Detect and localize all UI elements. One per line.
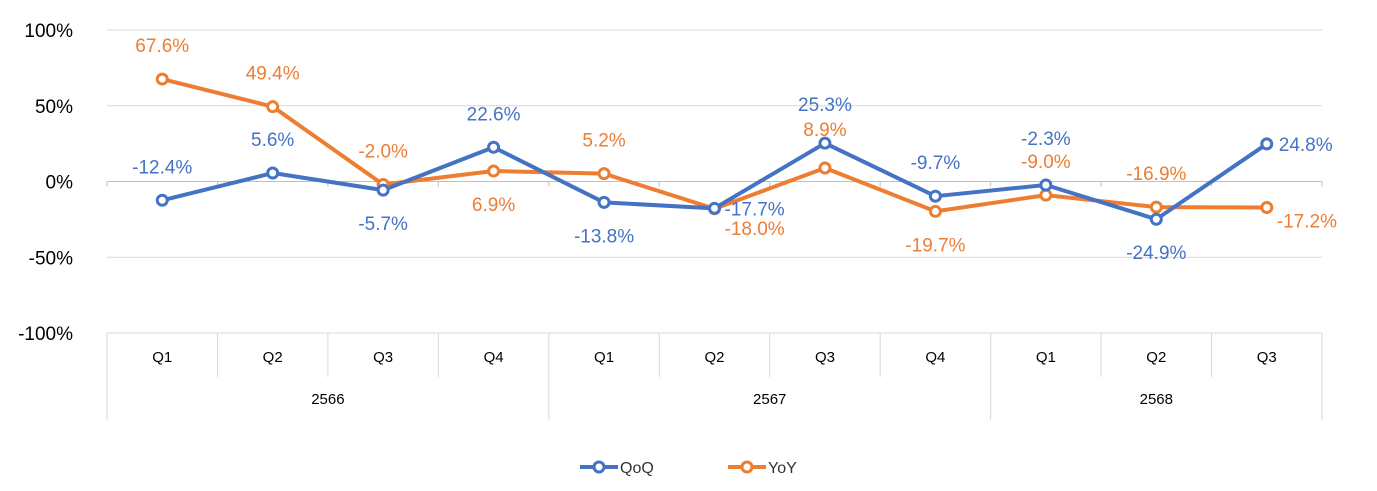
data-label-yoy: -19.7% <box>905 235 965 256</box>
data-point-yoy <box>597 167 611 181</box>
data-point-yoy <box>1149 200 1163 214</box>
data-point-qoq <box>1039 178 1053 192</box>
data-label-yoy: 49.4% <box>246 64 300 85</box>
data-label-yoy: -9.0% <box>1021 152 1071 173</box>
data-label-yoy: -2.0% <box>358 142 408 163</box>
data-point-yoy <box>155 72 169 86</box>
data-point-qoq <box>376 183 390 197</box>
data-label-qoq: 5.6% <box>251 130 294 151</box>
data-label-yoy: -16.9% <box>1126 164 1186 185</box>
data-point-yoy <box>266 100 280 114</box>
y-tick-label: 100% <box>24 21 73 42</box>
data-point-qoq <box>1149 212 1163 226</box>
data-label-qoq: -9.7% <box>911 153 961 174</box>
y-tick-label: 0% <box>46 173 74 194</box>
data-point-yoy <box>1039 188 1053 202</box>
data-label-yoy: 67.6% <box>135 36 189 57</box>
category-label: Q2 <box>704 349 724 366</box>
category-label: Q3 <box>815 349 835 366</box>
data-label-qoq: -12.4% <box>132 157 192 178</box>
y-tick-label: -100% <box>18 324 73 345</box>
data-label-yoy: -18.0% <box>725 219 785 240</box>
category-label: Q3 <box>1257 349 1277 366</box>
data-label-qoq: 24.8% <box>1279 135 1333 156</box>
data-point-qoq <box>597 195 611 209</box>
data-point-yoy <box>818 161 832 175</box>
y-axis-ticks: -100% -50% 0% 50% 100% <box>18 21 73 345</box>
data-point-qoq <box>818 136 832 150</box>
year-group-label: 2566 <box>311 391 344 408</box>
data-label-qoq: -24.9% <box>1126 243 1186 264</box>
series-line-yoy <box>160 77 1269 214</box>
data-point-yoy <box>487 164 501 178</box>
data-label-qoq: -13.8% <box>574 226 634 247</box>
data-label-yoy: -17.2% <box>1277 212 1337 233</box>
data-point-qoq <box>487 140 501 154</box>
data-point-yoy <box>1260 201 1274 215</box>
category-label: Q2 <box>1146 349 1166 366</box>
data-point-qoq <box>155 193 169 207</box>
data-labels: -12.4% 5.6% -5.7% 22.6% -13.8% -17.7% 25.3% -9.… <box>132 36 1337 264</box>
category-label: Q1 <box>1036 349 1056 366</box>
legend-entry-yoy: YoY <box>768 460 797 477</box>
year-group-label: 2568 <box>1140 391 1173 408</box>
category-label: Q1 <box>594 349 614 366</box>
category-label: Q4 <box>925 349 945 366</box>
data-label-yoy: 6.9% <box>472 195 515 216</box>
y-tick-label: 50% <box>35 97 73 118</box>
data-label-yoy: 5.2% <box>582 131 625 152</box>
data-point-yoy <box>928 204 942 218</box>
data-label-qoq: -5.7% <box>358 214 408 235</box>
data-label-yoy: 8.9% <box>803 120 846 141</box>
legend-entry-qoq: QoQ <box>620 460 654 477</box>
data-point-qoq <box>1260 137 1274 151</box>
category-label: Q4 <box>484 349 504 366</box>
year-group-label: 2567 <box>753 391 786 408</box>
data-point-qoq <box>266 166 280 180</box>
data-label-qoq: 22.6% <box>467 104 521 125</box>
data-point-qoq <box>928 189 942 203</box>
category-label: Q2 <box>263 349 283 366</box>
data-label-qoq: -2.3% <box>1021 129 1071 150</box>
legend: QoQ YoY <box>580 460 797 477</box>
data-label-qoq: 25.3% <box>798 95 852 116</box>
category-label: Q3 <box>373 349 393 366</box>
legend-swatch-marker-qoq <box>592 460 606 474</box>
data-point-qoq <box>708 201 721 215</box>
category-axis: Q1 Q2 Q3 Q4 Q1 Q2 Q3 Q4 Q1 Q2 Q3 2566 2567 2568 <box>106 332 1323 420</box>
data-label-qoq: -17.7% <box>725 199 785 220</box>
y-tick-label: -50% <box>29 248 73 269</box>
series-lines <box>155 72 1274 226</box>
legend-swatch-marker-yoy <box>740 460 754 474</box>
category-label: Q1 <box>152 349 172 366</box>
